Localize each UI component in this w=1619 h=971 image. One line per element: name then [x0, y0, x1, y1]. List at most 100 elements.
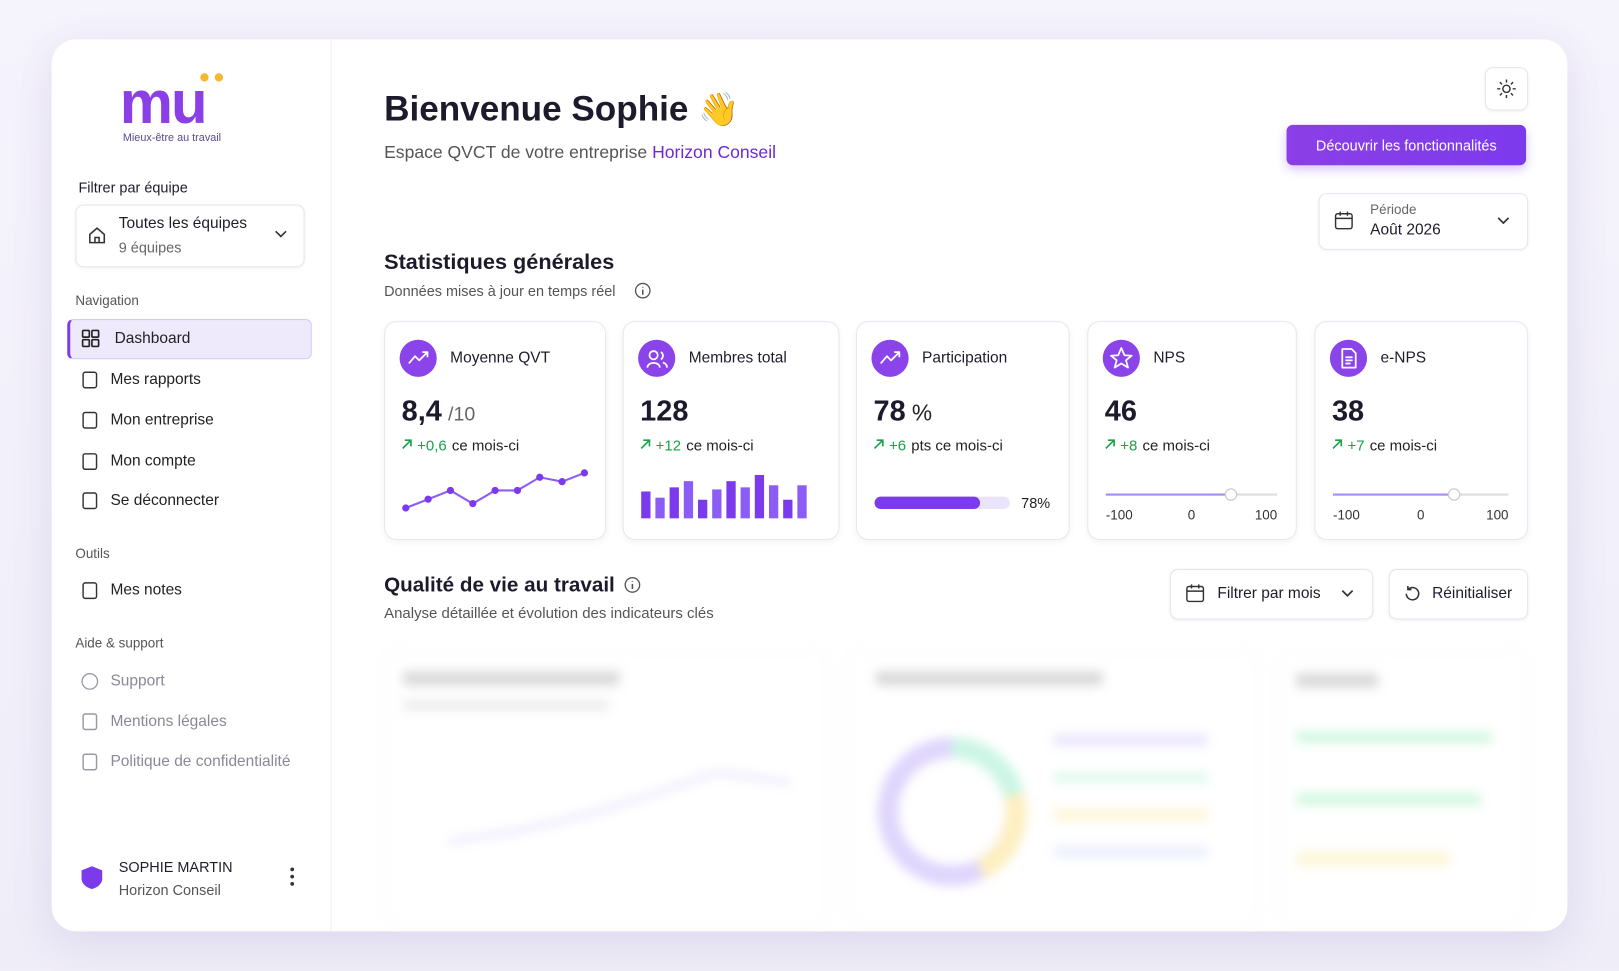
- calendar-icon: [1334, 211, 1353, 230]
- icon-path: [1186, 585, 1205, 603]
- nav-section-title: Outils: [75, 545, 110, 561]
- placeholder: [1053, 809, 1209, 820]
- nav-item[interactable]: Politique de confidentialité: [110, 752, 291, 771]
- icon-path: [82, 582, 98, 600]
- card-value: 8,4: [401, 394, 442, 427]
- placeholder: [875, 671, 1103, 686]
- nav-item[interactable]: Mes notes: [110, 581, 182, 599]
- nav-active-bg[interactable]: [67, 319, 312, 360]
- nav-section-title: Navigation: [75, 292, 139, 308]
- trend-arrow: [640, 439, 651, 450]
- placeholder: [1295, 673, 1379, 688]
- card-value: 78: [873, 394, 906, 427]
- card-delta: +7 ce mois-ci: [1331, 438, 1437, 456]
- card-unit: /10: [448, 403, 476, 426]
- info-icon[interactable]: [624, 576, 642, 594]
- card-value: 128: [640, 394, 689, 427]
- icon-path: [275, 230, 287, 238]
- bar: [712, 489, 722, 519]
- card-label: Membres total: [688, 348, 787, 367]
- nav-item[interactable]: Mes rapports: [110, 370, 201, 389]
- icon-path: [82, 371, 98, 389]
- nav-item[interactable]: Mon compte: [110, 452, 196, 470]
- bar: [740, 487, 750, 519]
- cta-button[interactable]: [1286, 124, 1527, 166]
- team-select[interactable]: [75, 204, 305, 268]
- mini-chart: 78%: [874, 496, 1050, 512]
- logo: mu: [119, 69, 208, 137]
- quality-subtitle: Analyse détaillée et évolution des indic…: [384, 605, 714, 622]
- team-select-label: Toutes les équipes: [118, 214, 248, 233]
- sparkline-point: [424, 495, 432, 503]
- nav-item[interactable]: Mentions légales: [110, 712, 227, 730]
- panel: [846, 649, 1261, 925]
- slider-knob: [1447, 488, 1461, 501]
- stats-subtitle: Données mises à jour en temps réel: [384, 282, 616, 300]
- icon-bg: [1329, 339, 1368, 377]
- card-icon: [1329, 339, 1368, 377]
- nav-item[interactable]: Se déconnecter: [110, 491, 219, 510]
- card-value-row: 8,4/10: [402, 394, 476, 429]
- slider-tick-label: -100: [1106, 507, 1133, 522]
- card-icon: [1102, 339, 1140, 377]
- delta-text: pts ce mois-ci: [911, 438, 1003, 455]
- stats-title: Statistiques générales: [384, 250, 615, 275]
- info-icon[interactable]: [634, 282, 652, 300]
- icon-path: [1335, 211, 1353, 220]
- icon-path: [634, 282, 651, 299]
- panel: [383, 649, 829, 925]
- title-text: Bienvenue Sophie: [384, 89, 689, 129]
- icon-path: [1186, 584, 1204, 592]
- icon-path: [1341, 348, 1357, 369]
- progress-label: 78%: [1021, 496, 1050, 512]
- nav-item[interactable]: Mon entreprise: [110, 410, 214, 429]
- nav-icon: [82, 453, 98, 471]
- blurred-panels: [383, 649, 1527, 925]
- icon-path: [402, 439, 412, 450]
- slider-tick-label: 100: [1486, 507, 1508, 522]
- icon-path: [82, 453, 98, 471]
- slider-tick-label: 100: [1255, 507, 1277, 522]
- nav-icon: [82, 753, 98, 771]
- reset-button[interactable]: [1388, 568, 1529, 620]
- dot: [290, 881, 295, 886]
- icon-path: [82, 411, 98, 429]
- chevron: [1497, 217, 1510, 225]
- card-icon: [399, 339, 437, 377]
- stat-card: NPS 46 +8 ce mois-ci -100 0 100: [1087, 321, 1297, 541]
- card-delta: +0,6 ce mois-ci: [401, 438, 519, 456]
- user-company: Horizon Conseil: [118, 881, 221, 898]
- nav-item[interactable]: Dashboard: [114, 329, 191, 347]
- trend-arrow: [873, 439, 884, 450]
- dot: [290, 874, 295, 879]
- user-menu[interactable]: [287, 866, 297, 887]
- team-select-sub: 9 équipes: [118, 239, 182, 256]
- placeholder-line: [448, 770, 791, 844]
- card-icon: [871, 339, 909, 377]
- icon-path: [1497, 217, 1510, 225]
- sparkline-point: [536, 473, 544, 481]
- theme-toggle[interactable]: [1484, 67, 1529, 111]
- card-unit: %: [911, 399, 933, 426]
- sparkline-point: [491, 486, 499, 495]
- reset-icon: [1405, 585, 1420, 601]
- icon-path: [82, 713, 98, 731]
- sidebar: [52, 39, 332, 932]
- nav-item[interactable]: Support: [110, 672, 165, 690]
- icon-path: [82, 753, 98, 771]
- card-delta: +8 ce mois-ci: [1104, 438, 1210, 456]
- icon-path: [1405, 585, 1420, 601]
- nav-icon: [82, 411, 98, 429]
- placeholder: [1053, 772, 1209, 783]
- card-icon: [638, 339, 676, 377]
- mini-chart: [641, 474, 807, 519]
- placeholder: [1295, 852, 1451, 866]
- period-label: Période: [1370, 201, 1417, 218]
- welcome-subtitle: Espace QVCT de votre entreprise Horizon …: [384, 142, 776, 163]
- card-label: Participation: [922, 348, 1008, 367]
- sparkline-point: [513, 486, 522, 495]
- period-select[interactable]: [1318, 193, 1529, 250]
- chevron: [1341, 590, 1354, 597]
